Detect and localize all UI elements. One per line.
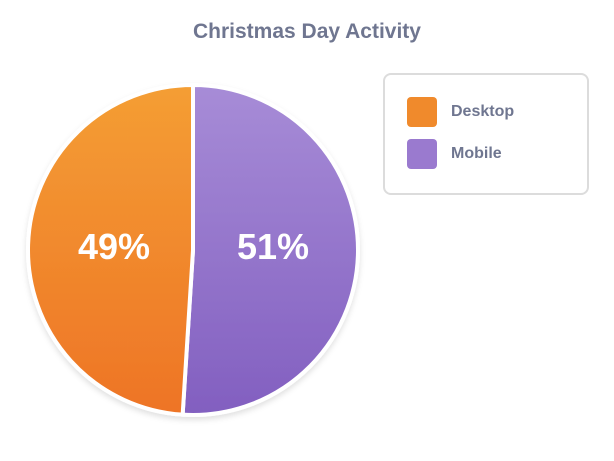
pie-slice-desktop[interactable] bbox=[26, 83, 195, 417]
legend-label: Desktop bbox=[451, 103, 515, 120]
legend-item-desktop[interactable]: Desktop bbox=[407, 97, 514, 127]
legend-swatch-desktop bbox=[407, 97, 437, 127]
legend-swatch-mobile bbox=[407, 139, 437, 169]
legend: Desktop Mobile bbox=[383, 73, 589, 195]
slice-label-desktop: 49% bbox=[78, 226, 151, 267]
chart-title: Christmas Day Activity bbox=[193, 20, 421, 43]
slice-label-mobile: 51% bbox=[237, 226, 310, 267]
pie-slice-mobile[interactable] bbox=[180, 83, 360, 417]
legend-label: Mobile bbox=[451, 145, 502, 162]
legend-item-mobile[interactable]: Mobile bbox=[407, 139, 502, 169]
